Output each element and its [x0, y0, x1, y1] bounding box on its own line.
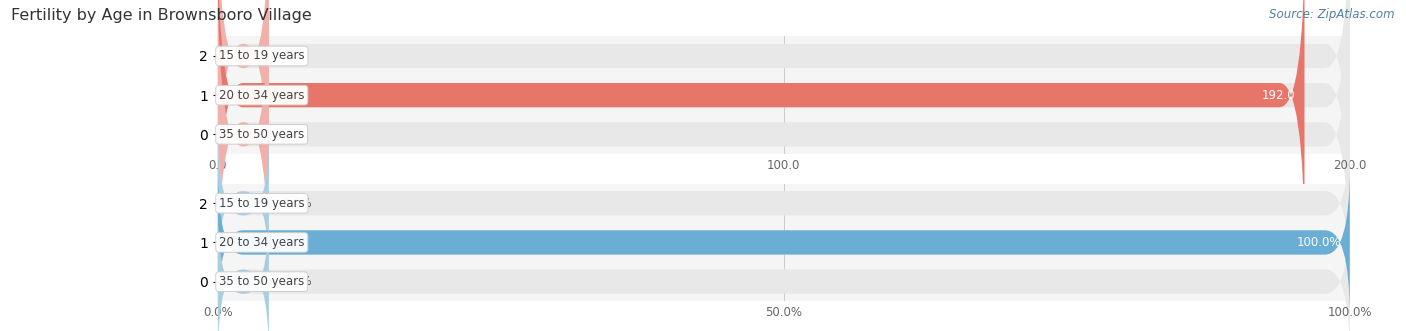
FancyBboxPatch shape — [218, 168, 1350, 316]
Text: 0.0: 0.0 — [283, 128, 301, 141]
FancyBboxPatch shape — [218, 129, 1350, 277]
FancyBboxPatch shape — [218, 0, 1305, 255]
FancyBboxPatch shape — [218, 129, 269, 277]
Text: 35 to 50 years: 35 to 50 years — [219, 275, 304, 288]
FancyBboxPatch shape — [218, 0, 269, 295]
FancyBboxPatch shape — [218, 0, 1350, 295]
FancyBboxPatch shape — [218, 0, 1350, 255]
Text: 35 to 50 years: 35 to 50 years — [219, 128, 304, 141]
Text: 0.0%: 0.0% — [283, 275, 312, 288]
Text: 0.0%: 0.0% — [283, 197, 312, 210]
Text: 192.0: 192.0 — [1261, 89, 1295, 102]
Text: 20 to 34 years: 20 to 34 years — [219, 236, 305, 249]
FancyBboxPatch shape — [218, 168, 1350, 316]
Text: 100.0%: 100.0% — [1296, 236, 1341, 249]
Text: 20 to 34 years: 20 to 34 years — [219, 89, 305, 102]
Text: 15 to 19 years: 15 to 19 years — [219, 50, 305, 63]
FancyBboxPatch shape — [218, 0, 269, 216]
FancyBboxPatch shape — [218, 0, 1350, 216]
Text: Source: ZipAtlas.com: Source: ZipAtlas.com — [1270, 8, 1395, 21]
FancyBboxPatch shape — [218, 208, 1350, 331]
FancyBboxPatch shape — [218, 208, 269, 331]
Text: Fertility by Age in Brownsboro Village: Fertility by Age in Brownsboro Village — [11, 8, 312, 23]
Text: 0.0: 0.0 — [283, 50, 301, 63]
Text: 15 to 19 years: 15 to 19 years — [219, 197, 305, 210]
